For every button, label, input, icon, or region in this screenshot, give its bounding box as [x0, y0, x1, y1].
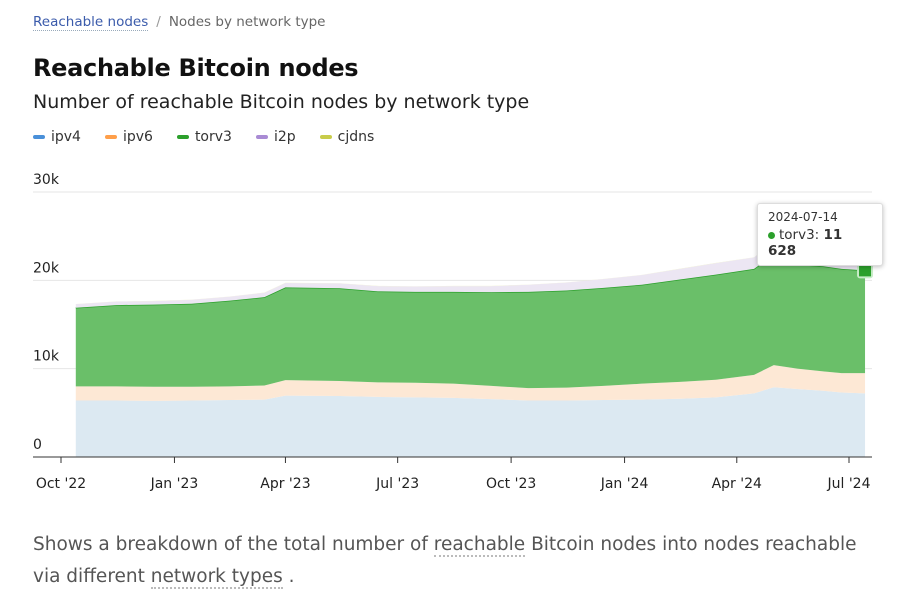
tooltip-series: torv3: — [779, 227, 820, 243]
x-tick-label: Apr '23 — [260, 476, 310, 492]
legend-item-ipv6[interactable]: ipv6 — [104, 129, 153, 145]
area-ipv4 — [75, 387, 866, 457]
chart-description: Shows a breakdown of the total number of… — [33, 529, 873, 593]
highlight-point[interactable] — [859, 264, 872, 277]
x-tick-label: Oct '22 — [36, 476, 86, 492]
x-tick-label: Apr '24 — [712, 476, 762, 492]
tooltip-date: 2024-07-14 — [768, 210, 838, 224]
area-torv3 — [75, 254, 866, 389]
chart-legend: ipv4 ipv6 torv3 i2p cjdns — [33, 129, 398, 145]
chart-tooltip: 2024-07-14 torv3: 11 628 — [757, 203, 883, 266]
legend-label: ipv4 — [51, 129, 81, 145]
legend-label: cjdns — [337, 129, 375, 145]
breadcrumb-separator: / — [156, 14, 161, 30]
page-title: Reachable Bitcoin nodes — [33, 54, 359, 82]
area-i2p — [75, 242, 866, 308]
breadcrumb-current: Nodes by network type — [168, 14, 326, 30]
desc-text-2: Bitcoin nodes into nodes reachable via d… — [33, 534, 857, 587]
legend-swatch — [176, 135, 189, 139]
legend-item-ipv4[interactable]: ipv4 — [33, 129, 81, 145]
network-types-link[interactable]: network types — [150, 566, 283, 589]
breadcrumb-link-reachable-nodes[interactable]: Reachable nodes — [33, 14, 149, 31]
desc-text-1: Shows a breakdown of the total number of — [33, 534, 434, 555]
desc-text-3: . — [282, 566, 295, 587]
x-tick-label: Jul '23 — [375, 476, 419, 492]
legend-item-cjdns[interactable]: cjdns — [319, 129, 375, 145]
y-tick-label: 30k — [33, 172, 60, 188]
legend-label: i2p — [273, 129, 296, 145]
x-tick-label: Jul '24 — [826, 476, 870, 492]
reachable-link[interactable]: reachable — [433, 534, 526, 557]
legend-item-i2p[interactable]: i2p — [255, 129, 296, 145]
legend-swatch — [255, 135, 268, 139]
area-cjdns — [75, 242, 866, 305]
tooltip-value: 11 628 — [768, 227, 843, 259]
legend-item-torv3[interactable]: torv3 — [176, 129, 232, 145]
area-ipv6 — [75, 365, 866, 401]
x-tick-label: Jan '24 — [600, 476, 649, 492]
torv3-dot-icon — [768, 232, 775, 239]
legend-label: ipv6 — [122, 129, 153, 145]
x-tick-label: Jan '23 — [150, 476, 199, 492]
legend-swatch — [33, 135, 45, 139]
x-tick-label: Oct '23 — [486, 476, 536, 492]
page-subtitle: Number of reachable Bitcoin nodes by net… — [33, 91, 530, 113]
legend-swatch — [319, 135, 332, 139]
y-tick-label: 0 — [33, 437, 42, 453]
y-tick-label: 20k — [33, 260, 60, 276]
legend-swatch — [104, 135, 117, 139]
y-tick-label: 10k — [33, 349, 60, 365]
breadcrumb: Reachable nodes / Nodes by network type — [33, 14, 326, 31]
legend-label: torv3 — [194, 129, 232, 145]
